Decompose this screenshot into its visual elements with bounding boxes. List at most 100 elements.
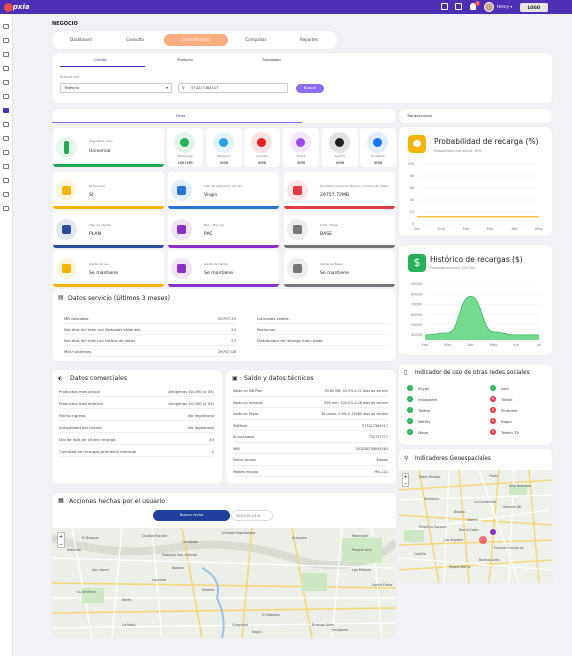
tag-icon: ⬖ [58,375,63,382]
y-tick-label: 50000 [411,323,422,327]
telegram-icon [213,132,234,153]
commercial-row-value: No registrado [188,413,214,418]
tab-conocimiento[interactable]: Conocimiento [164,34,228,46]
divider [59,396,214,397]
youtube-icon [251,132,272,153]
ficha-indicator [52,122,302,123]
x-tick-label: Dic [414,227,420,231]
search-date-button[interactable]: Buscar fecha [153,510,230,521]
subtab-cliente[interactable]: Cliente [94,58,107,62]
service-row-label: Distribuidor de recarga mas usado [257,338,323,343]
sidebar-doc-icon[interactable] [3,94,9,99]
calendar-icon: ▦ [58,497,64,504]
profile-card-value: Se mantiene [89,271,119,276]
date-value: 2023-01-01 [236,514,257,518]
profile-card-value: PLAN [89,232,102,237]
section-tab-transacciones-bar: Transacciones [399,109,552,123]
x-tick-label: Abr [467,343,474,347]
calendar-icon[interactable] [441,3,448,10]
user-menu[interactable]: Henry ▾ [497,4,513,9]
profile-card-value: SI [89,193,94,198]
social-name: WhatsApp [177,154,193,158]
technical-row-label: Saldo en MB Plan [233,389,263,393]
sidebar-settings-icon[interactable] [3,206,9,211]
sidebar-chart-icon[interactable] [3,66,9,71]
tab-consulta[interactable]: Consulta [126,37,144,42]
profile-card: Tipo de segmento de uso Virgin [168,172,279,209]
profile-card-label: Promedio mensual últimos consumo de dato… [320,184,389,188]
network-name: Twitch TV [501,430,519,435]
commercial-row-value: No registrado [188,425,214,430]
commercial-card: ⬖ Datos comerciales Productos mes actual… [52,370,222,484]
tab-ficha[interactable]: Ficha [176,114,186,118]
sidebar-folder-icon[interactable] [3,164,9,169]
x-tick-label: Feb [463,227,470,231]
app-name: sepxia [4,3,30,11]
technical-row-value: 731727777 [368,435,388,439]
sidebar-users-icon[interactable] [3,80,9,85]
cross-icon: ✕ [490,396,496,402]
commercial-row-label: Nro de días de última recarga [59,437,116,442]
signal-icon [171,180,192,201]
profile-card-value: PAC [204,232,213,237]
y-tick-label: 60000 [411,313,422,317]
check-icon: ✓ [407,418,413,424]
sidebar-network-icon[interactable] [3,52,9,57]
search-input[interactable]: ⚲ 573217384517 [178,83,288,93]
commercial-row-label: Productos mes anterior [59,401,104,406]
section-tab-ficha-bar: Ficha [52,109,396,123]
location-pin-icon: ⚲ [404,455,409,462]
sidebar-star-icon[interactable] [3,150,9,155]
tab-reportes[interactable]: Reportes [300,37,318,42]
x-tick-label: Jun [512,343,519,347]
tab-transacciones[interactable]: Transacciones [407,114,433,118]
sidebar-file-icon[interactable] [3,136,9,141]
spotify-icon [329,132,350,153]
grid-icon[interactable] [455,3,462,10]
search-query: 573217384517 [191,86,219,90]
sidebar-network2-icon[interactable] [3,192,9,197]
app-logo[interactable]: sepxia [4,0,30,14]
notification-badge: 2 [475,1,480,6]
geo-map[interactable]: Hotel Mirador Prado Villa Hermosa Boston Bom… [399,470,552,583]
subtab-indicator [60,66,145,67]
map-label: Belén [122,598,132,602]
check-icon: ✓ [407,385,413,391]
sidebar-home-icon[interactable] [3,24,9,29]
divider [64,345,236,346]
y-tick-label: 70000 [411,303,422,307]
sidebar-list-icon[interactable] [3,38,9,43]
map-label: Boston [454,510,466,514]
sidebar-book-icon[interactable] [3,178,9,183]
network-name: Twitter [418,408,431,413]
social-tile: WhatsApp 1661MB [167,128,203,167]
service-row-label: MOU salientes [64,349,92,354]
info-icon [287,258,308,279]
subtab-trabajador[interactable]: Trabajador [262,58,281,62]
bell-icon[interactable] [470,3,476,10]
profile-card: Promedio mensual últimos consumo de dato… [284,172,395,209]
profile-card-value: Virgin [204,193,218,198]
actions-map[interactable]: El Bosque Ciudad Escolar Carabobo Aranjuez M… [52,528,396,638]
divider [233,476,388,477]
tab-campanas[interactable]: Campañas [245,37,267,42]
date-picker[interactable]: 2023-01-01 ▾ [231,510,273,521]
map-label: Itagüí [252,630,262,634]
check-icon: ✓ [407,396,413,402]
top-action-button[interactable]: LOGO [520,3,548,12]
x-tick-label: Ene [438,227,446,231]
y-tick-label: 20 [410,210,414,214]
map-label: El Bosque [82,536,99,540]
tab-dashboard[interactable]: Dashboard [70,37,92,42]
search-button[interactable]: Buscar [296,84,324,93]
search-by-select[interactable]: Teléfono ▾ [60,83,172,93]
commercial-row-label: Fecha ingreso [59,413,86,418]
divider [257,345,386,346]
recharge-probability-subtitle: Probabilidad mes actual: 19% [434,149,482,153]
map-zoom-control[interactable]: + − [402,473,409,487]
map-zoom-control[interactable]: + − [57,532,65,548]
sidebar-table-icon[interactable] [3,122,9,127]
sidebar-business-icon[interactable] [3,108,9,113]
subtab-producto[interactable]: Producto [177,58,193,62]
avatar[interactable] [484,2,494,12]
